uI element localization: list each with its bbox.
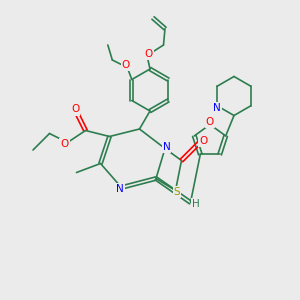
Text: O: O <box>144 49 153 59</box>
Text: N: N <box>213 103 221 113</box>
Text: O: O <box>71 104 79 115</box>
Text: O: O <box>122 60 130 70</box>
Text: H: H <box>192 199 200 209</box>
Text: O: O <box>206 116 214 127</box>
Text: O: O <box>199 136 207 146</box>
Text: N: N <box>116 184 124 194</box>
Text: O: O <box>60 139 69 149</box>
Text: S: S <box>174 187 180 197</box>
Text: N: N <box>163 142 170 152</box>
